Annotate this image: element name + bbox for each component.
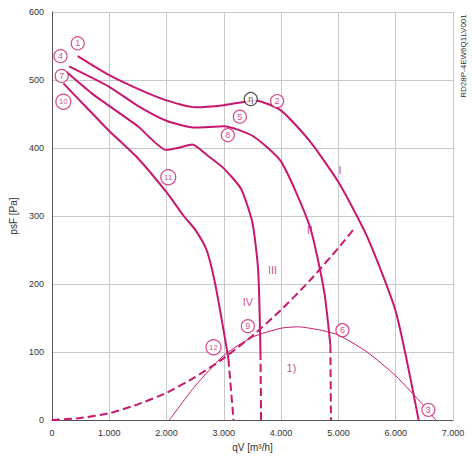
svg-text:1: 1 — [75, 38, 80, 48]
svg-text:300: 300 — [29, 211, 44, 221]
svg-text:5: 5 — [237, 112, 242, 122]
svg-text:1): 1) — [287, 362, 297, 374]
svg-text:11: 11 — [164, 173, 173, 182]
svg-text:3: 3 — [426, 405, 431, 415]
svg-text:psF [Pa]: psF [Pa] — [8, 197, 19, 234]
svg-text:2: 2 — [275, 96, 280, 106]
svg-text:III: III — [268, 264, 277, 276]
svg-text:qV [m³/h]: qV [m³/h] — [232, 442, 273, 453]
svg-text:0: 0 — [49, 428, 54, 438]
svg-text:0: 0 — [39, 415, 44, 425]
svg-text:7: 7 — [59, 71, 64, 81]
svg-text:2.000: 2.000 — [155, 428, 178, 438]
svg-text:500: 500 — [29, 75, 44, 85]
svg-text:12: 12 — [209, 343, 218, 352]
svg-text:3.000: 3.000 — [213, 428, 236, 438]
svg-text:5.000: 5.000 — [327, 428, 350, 438]
svg-text:I: I — [339, 164, 342, 176]
svg-text:7.000: 7.000 — [442, 428, 465, 438]
svg-text:200: 200 — [29, 279, 44, 289]
svg-text:RD28P-4EW6Q1LV001: RD28P-4EW6Q1LV001 — [459, 14, 468, 98]
svg-text:400: 400 — [29, 143, 44, 153]
svg-text:IV: IV — [243, 296, 254, 308]
svg-text:10: 10 — [59, 97, 68, 106]
svg-text:6: 6 — [340, 325, 345, 335]
svg-text:100: 100 — [29, 347, 44, 357]
svg-text:4: 4 — [58, 51, 63, 61]
svg-text:600: 600 — [29, 7, 44, 17]
svg-text:η: η — [248, 94, 253, 104]
svg-text:4.000: 4.000 — [270, 428, 293, 438]
svg-text:1.000: 1.000 — [98, 428, 121, 438]
svg-text:8: 8 — [225, 130, 230, 140]
svg-text:6.000: 6.000 — [384, 428, 407, 438]
svg-text:II: II — [307, 224, 313, 236]
svg-text:9: 9 — [245, 321, 250, 331]
